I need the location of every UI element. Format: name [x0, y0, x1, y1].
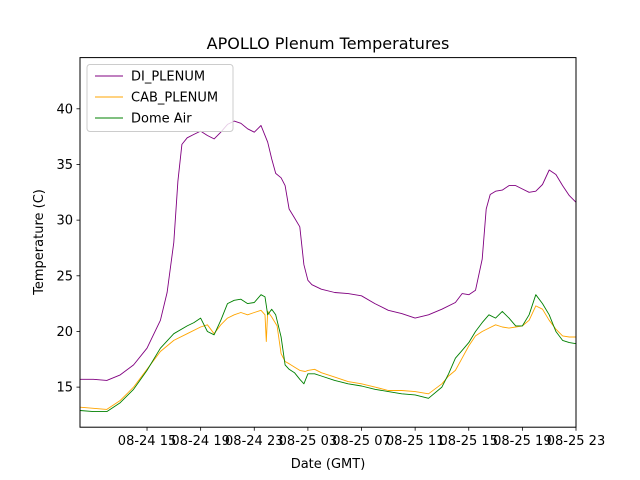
legend-label: Dome Air	[131, 112, 192, 127]
x-axis-label: Date (GMT)	[291, 457, 366, 472]
x-tick-label: 08-25 19	[493, 434, 551, 449]
series-layer	[79, 120, 577, 413]
x-tick-label: 08-25 03	[279, 434, 337, 449]
x-tick-label: 08-24 19	[171, 434, 229, 449]
x-tick-label: 08-25 11	[386, 434, 444, 449]
y-tick-label: 40	[56, 102, 73, 117]
y-tick-label: 20	[56, 325, 73, 340]
series-line-di-plenum	[80, 120, 577, 381]
y-tick-label: 15	[56, 381, 73, 396]
y-tick-label: 35	[56, 158, 73, 173]
y-tick-label: 25	[56, 269, 73, 284]
chart-title: APOLLO Plenum Temperatures	[207, 34, 450, 53]
x-tick-label: 08-25 15	[440, 434, 498, 449]
x-tick-label: 08-25 23	[547, 434, 605, 449]
legend-label: CAB_PLENUM	[131, 91, 218, 106]
legend-label: DI_PLENUM	[131, 70, 205, 85]
series-line-dome-air	[79, 294, 577, 413]
y-axis-ticks: 15 20 25 30 35 40	[56, 102, 80, 396]
x-tick-label: 08-24 15	[118, 434, 176, 449]
x-tick-label: 08-24 23	[225, 434, 283, 449]
plot-frame-border	[79, 57, 577, 428]
legend-box	[86, 64, 234, 132]
y-tick-label: 30	[56, 214, 73, 229]
legend: DI_PLENUM CAB_PLENUM Dome Air	[86, 64, 234, 132]
series-line-cab-plenum	[79, 305, 576, 410]
y-axis-label: Temperature (C)	[32, 189, 47, 296]
x-tick-label: 08-25 07	[332, 434, 390, 449]
